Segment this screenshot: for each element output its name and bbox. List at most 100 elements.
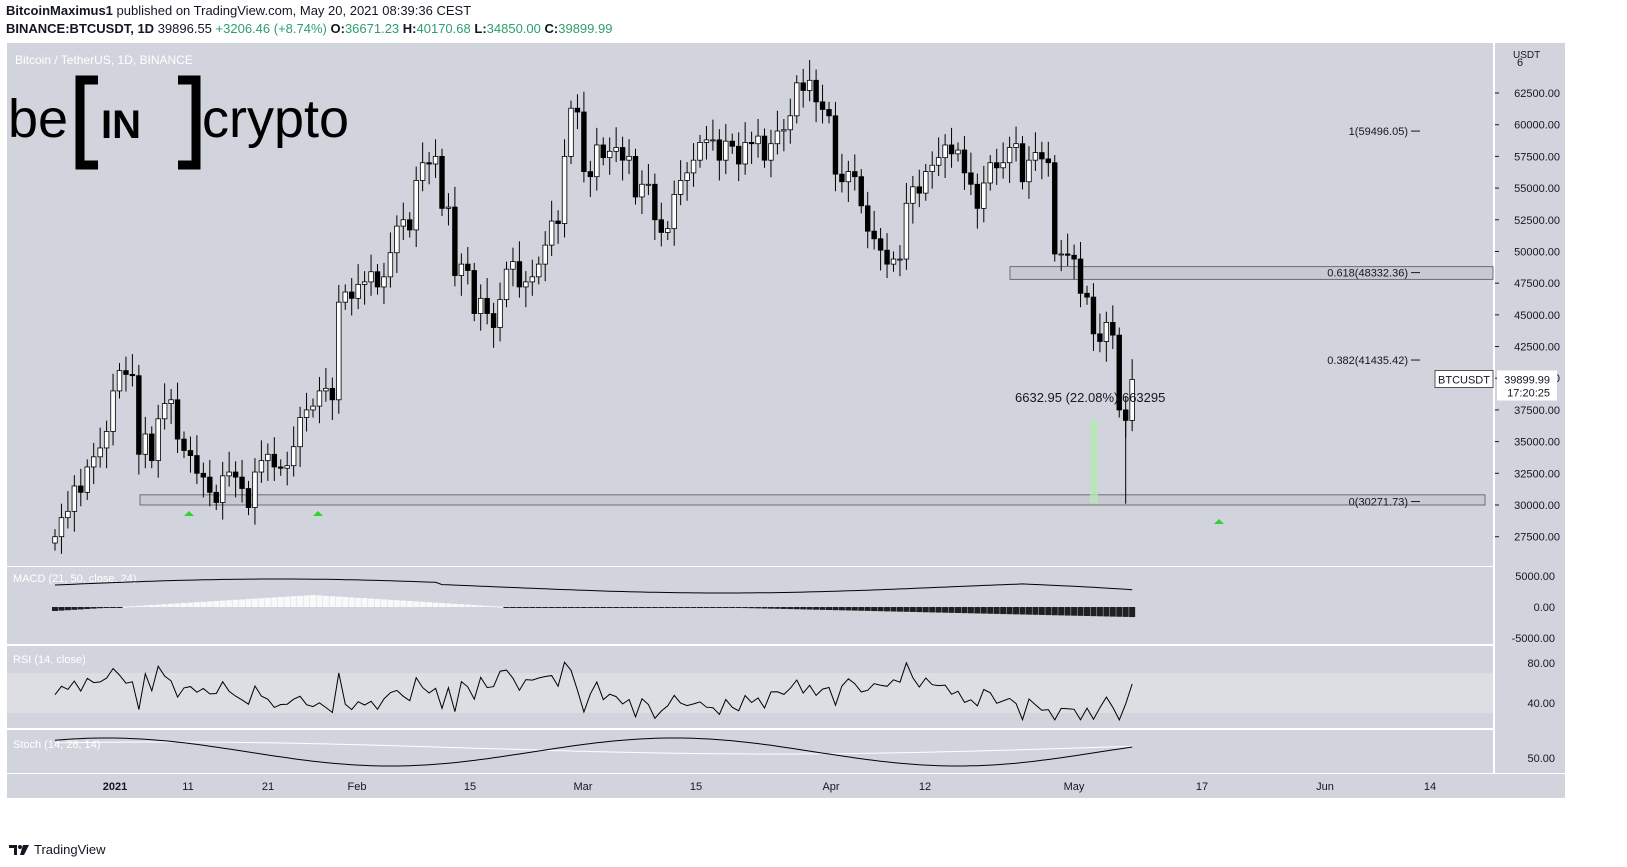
- candle-body-143: [974, 183, 981, 209]
- candle-body-96: [671, 194, 677, 230]
- candle-163: [1103, 311, 1110, 362]
- candle-body-41: [316, 390, 323, 407]
- candle-body-155: [1052, 162, 1058, 255]
- candle-body-17: [161, 403, 168, 420]
- candle-body-44: [336, 301, 342, 401]
- candle-17: [161, 383, 168, 430]
- macd-hist-146: [993, 607, 1000, 614]
- macd-hist-54: [400, 600, 407, 607]
- candle-113: [781, 118, 787, 152]
- macd-hist-118: [813, 607, 820, 610]
- candle-161: [1090, 283, 1097, 351]
- macd-hist-49: [368, 598, 375, 607]
- candle-55: [407, 212, 413, 238]
- candle-94: [658, 202, 664, 247]
- candle-body-10: [116, 370, 123, 392]
- candle-137: [935, 137, 942, 177]
- candle-body-37: [290, 446, 297, 467]
- macd-hist-96: [671, 607, 678, 608]
- candle-98: [684, 162, 690, 201]
- macd-hist-2: [64, 607, 71, 611]
- candle-42: [323, 368, 329, 402]
- macd-hist-86: [606, 607, 613, 608]
- tradingview-logo-icon: [8, 843, 30, 857]
- pair-watermark: Bitcoin / TetherUS, 1D, BINANCE: [15, 53, 193, 67]
- candle-79: [561, 139, 568, 238]
- tradingview-footer[interactable]: TradingView: [8, 842, 106, 857]
- macd-hist-131: [896, 607, 903, 612]
- candle-body-93: [652, 183, 658, 221]
- author-name[interactable]: BitcoinMaximus1: [6, 3, 113, 18]
- time-tick-11: Jun: [1316, 781, 1334, 793]
- candle-126: [865, 191, 871, 249]
- candle-44: [336, 285, 342, 414]
- candle-80: [568, 100, 574, 164]
- candle-67: [484, 278, 490, 325]
- candle-body-39: [303, 409, 310, 418]
- candle-110: [761, 128, 768, 168]
- macd-hist-33: [264, 597, 271, 607]
- candle-body-56: [413, 180, 419, 231]
- candle-87: [613, 127, 619, 163]
- macd-hist-58: [426, 602, 433, 607]
- macd-hist-65: [471, 605, 478, 607]
- candle-body-97: [677, 180, 684, 195]
- candle-93: [652, 173, 658, 241]
- candle-112: [774, 110, 781, 155]
- candle-52: [387, 232, 394, 288]
- macd-hist-164: [1109, 607, 1116, 617]
- candle-body-71: [510, 261, 516, 270]
- candle-129: [884, 233, 890, 279]
- macd-hist-115: [793, 607, 800, 610]
- candle-body-79: [561, 155, 568, 224]
- candle-138: [942, 134, 948, 178]
- high-value: 40170.68: [416, 21, 471, 36]
- candle-body-157: [1064, 253, 1071, 256]
- candle-114: [787, 98, 793, 144]
- candle-20: [181, 431, 187, 459]
- candle-body-21: [187, 450, 194, 456]
- candle-103: [716, 129, 723, 181]
- macd-hist-14: [142, 605, 149, 607]
- candle-25: [213, 484, 219, 511]
- candle-37: [290, 426, 297, 477]
- macd-hist-3: [71, 607, 78, 610]
- macd-hist-24: [206, 601, 213, 607]
- low-label: L:: [474, 21, 487, 36]
- macd-hist-151: [1025, 607, 1032, 615]
- macd-tick-2: -5000.00: [1512, 633, 1555, 645]
- macd-hist-44: [335, 596, 342, 607]
- candle-body-158: [1071, 254, 1077, 260]
- candle-90: [632, 148, 639, 205]
- candle-96: [671, 180, 677, 246]
- candle-body-121: [832, 115, 839, 175]
- macd-hist-95: [664, 607, 671, 608]
- close-value: 39899.99: [558, 21, 613, 36]
- candle-131: [897, 245, 903, 277]
- candle-body-57: [419, 162, 426, 181]
- candle-15: [149, 426, 155, 469]
- candle-body-72: [516, 261, 523, 288]
- candle-body-163: [1103, 322, 1110, 342]
- fib-label-0: 1(59496.05): [1349, 126, 1408, 138]
- price-tick-top: 6: [1517, 57, 1523, 69]
- candle-118: [813, 69, 819, 123]
- candle-115: [794, 75, 800, 124]
- candle-77: [548, 200, 555, 256]
- time-tick-3: Feb: [348, 781, 367, 793]
- logo-text-crypto: crypto: [202, 89, 349, 149]
- candle-body-67: [484, 297, 490, 314]
- macd-hist-143: [974, 607, 981, 614]
- macd-hist-51: [380, 599, 387, 607]
- macd-hist-35: [277, 597, 284, 607]
- candle-body-34: [271, 453, 277, 468]
- macd-hist-26: [219, 600, 226, 607]
- candle-body-142: [968, 172, 974, 185]
- macd-hist-84: [593, 607, 600, 608]
- macd-hist-40: [310, 595, 316, 607]
- candle-body-13: [136, 375, 142, 455]
- candle-body-129: [884, 249, 890, 265]
- candle-body-82: [581, 111, 587, 172]
- macd-hist-30: [245, 599, 252, 607]
